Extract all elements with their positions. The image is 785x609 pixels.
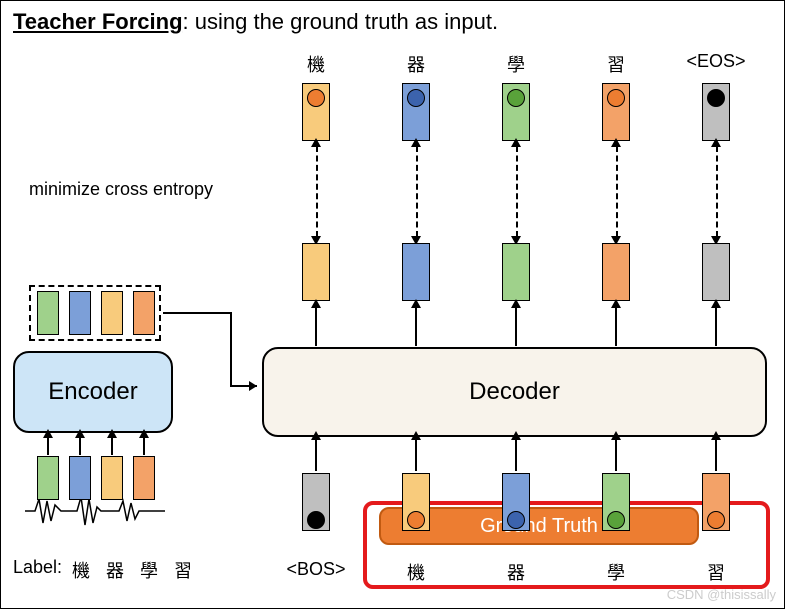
decoder-output-rect [302, 243, 330, 301]
watermark: CSDN @thisissally [667, 587, 776, 602]
input-label: 機 [382, 559, 450, 585]
arrow-up-icon [611, 431, 621, 440]
output-label: 習 [586, 51, 646, 77]
arrow-up-icon [511, 431, 521, 440]
input-dot [307, 511, 325, 529]
annot-mce: minimize cross entropy [29, 179, 213, 200]
decoder-box: Decoder [262, 347, 767, 437]
arrow-up-icon [711, 431, 721, 440]
arrow-up-icon [411, 431, 421, 440]
dashed-connector [616, 146, 618, 237]
encoder-input-rect [69, 456, 91, 500]
input-label: <BOS> [282, 559, 350, 580]
connector-line [315, 439, 317, 471]
enc-to-dec-arrow [161, 311, 267, 391]
connector-line [315, 307, 317, 346]
arrow-up-icon [711, 299, 721, 308]
connector-line [715, 307, 717, 346]
arrow-up-icon [611, 299, 621, 308]
dashed-connector [416, 146, 418, 237]
connector-line [47, 437, 49, 455]
input-label: 器 [482, 559, 550, 585]
title: Teacher Forcing: using the ground truth … [13, 9, 498, 35]
input-dot [407, 511, 425, 529]
output-dot [607, 89, 625, 107]
title-rest: : using the ground truth as input. [183, 9, 499, 34]
connector-line [715, 439, 717, 471]
output-dot [507, 89, 525, 107]
arrow-up-icon [511, 138, 521, 147]
encoder-box: Encoder [13, 351, 173, 433]
output-dot [707, 89, 725, 107]
encoder-output-rect [133, 291, 155, 335]
output-label: 機 [286, 51, 346, 77]
encoder-input-rect [37, 456, 59, 500]
arrow-up-icon [107, 429, 117, 438]
arrow-up-icon [139, 429, 149, 438]
connector-line [143, 437, 145, 455]
arrow-up-icon [711, 138, 721, 147]
arrow-up-icon [75, 429, 85, 438]
input-dot [507, 511, 525, 529]
output-dot [307, 89, 325, 107]
connector-line [615, 439, 617, 471]
encoder-label: Encoder [48, 378, 137, 406]
decoder-output-rect [502, 243, 530, 301]
encoder-output-rect [69, 291, 91, 335]
dashed-connector [716, 146, 718, 237]
connector-line [615, 307, 617, 346]
decoder-output-rect [702, 243, 730, 301]
encoder-input-rect [101, 456, 123, 500]
output-dot [407, 89, 425, 107]
input-dot [707, 511, 725, 529]
title-strong: Teacher Forcing [13, 9, 183, 34]
arrow-up-icon [311, 299, 321, 308]
arrow-up-icon [411, 138, 421, 147]
connector-line [415, 307, 417, 346]
arrow-up-icon [311, 431, 321, 440]
encoder-output-rect [37, 291, 59, 335]
input-label: 習 [682, 559, 750, 585]
label-char: 學 [135, 557, 163, 583]
input-label: 學 [582, 559, 650, 585]
output-label: 學 [486, 51, 546, 77]
arrow-up-icon [43, 429, 53, 438]
label-char: 機 [67, 557, 95, 583]
connector-line [111, 437, 113, 455]
connector-line [415, 439, 417, 471]
label-prefix: Label: [13, 557, 62, 578]
label-char: 器 [101, 557, 129, 583]
encoder-input-rect [133, 456, 155, 500]
encoder-output-rect [101, 291, 123, 335]
arrow-up-icon [411, 299, 421, 308]
dashed-connector [516, 146, 518, 237]
arrow-up-icon [311, 138, 321, 147]
input-dot [607, 511, 625, 529]
label-char: 習 [169, 557, 197, 583]
decoder-output-rect [402, 243, 430, 301]
dashed-connector [316, 146, 318, 237]
connector-line [515, 439, 517, 471]
connector-line [79, 437, 81, 455]
connector-line [515, 307, 517, 346]
arrow-up-icon [611, 138, 621, 147]
arrow-up-icon [511, 299, 521, 308]
output-label: <EOS> [686, 51, 746, 72]
output-label: 器 [386, 51, 446, 77]
decoder-output-rect [602, 243, 630, 301]
decoder-label: Decoder [469, 378, 560, 406]
